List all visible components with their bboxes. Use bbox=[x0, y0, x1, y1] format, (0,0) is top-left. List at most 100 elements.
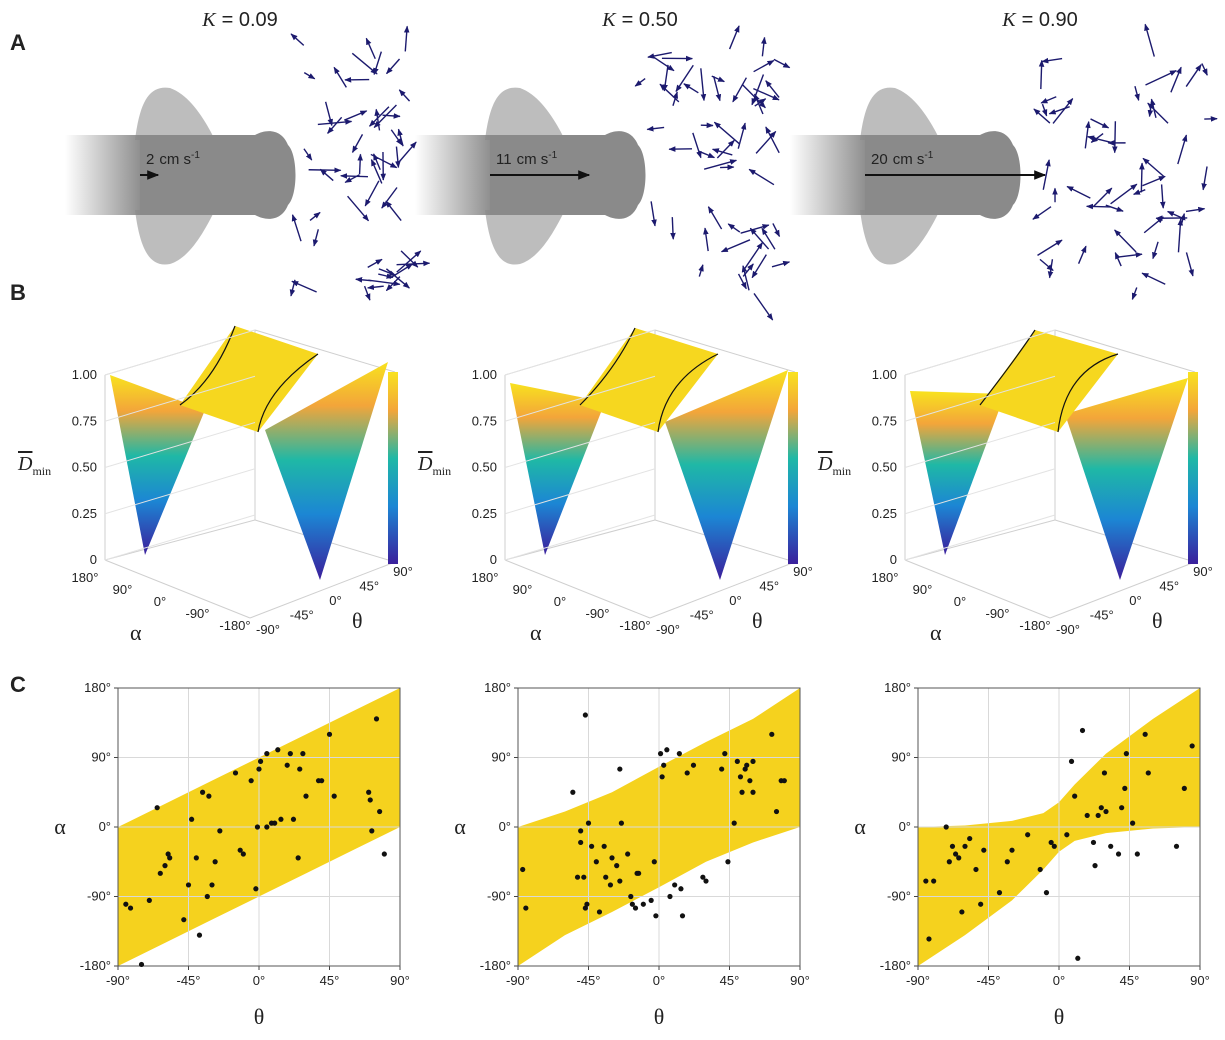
data-point bbox=[258, 759, 263, 764]
z-tick-label: 0 bbox=[890, 552, 897, 567]
x-tick-label: -90° bbox=[106, 973, 130, 988]
data-point bbox=[1096, 813, 1101, 818]
flow-arrow bbox=[1178, 135, 1187, 164]
flow-arrow bbox=[366, 38, 375, 58]
k-symbol: K bbox=[601, 9, 617, 31]
flow-arrow bbox=[352, 134, 362, 152]
flow-arrow bbox=[660, 84, 679, 102]
data-point bbox=[1108, 844, 1113, 849]
data-point bbox=[667, 894, 672, 899]
x-axis-label: α bbox=[930, 620, 942, 645]
data-point bbox=[296, 855, 301, 860]
z-label-main: D bbox=[817, 453, 833, 475]
data-point bbox=[303, 794, 308, 799]
k-value: = 0.50 bbox=[622, 9, 678, 31]
y-tick-label: 180° bbox=[884, 680, 911, 695]
fish bbox=[790, 88, 1021, 265]
theta-tick-label: -90° bbox=[256, 622, 280, 637]
data-point bbox=[1091, 840, 1096, 845]
data-point bbox=[584, 902, 589, 907]
y-axis-label: θ bbox=[752, 608, 763, 633]
data-point bbox=[300, 751, 305, 756]
data-point bbox=[973, 867, 978, 872]
y-tick-label: 0° bbox=[499, 819, 511, 834]
speed-value: 20 bbox=[871, 151, 888, 168]
flow-arrow bbox=[348, 196, 369, 221]
data-point bbox=[285, 763, 290, 768]
flow-arrow bbox=[1115, 253, 1121, 266]
data-point bbox=[233, 770, 238, 775]
flow-arrow bbox=[399, 90, 409, 101]
x-tick-label: -45° bbox=[577, 973, 601, 988]
flow-arrow bbox=[368, 259, 382, 267]
surface-plot: 00.250.500.751.00180°90°0°-90°-180°-90°-… bbox=[817, 330, 1213, 645]
data-point bbox=[291, 817, 296, 822]
z-axis-label: Dmin bbox=[417, 453, 451, 478]
data-point bbox=[1044, 890, 1049, 895]
data-point bbox=[241, 851, 246, 856]
y-tick-label: 0° bbox=[99, 819, 111, 834]
box-edge bbox=[905, 520, 1055, 560]
flow-arrow bbox=[396, 147, 398, 168]
z-grid-line bbox=[505, 515, 655, 560]
y-tick-label: 0° bbox=[899, 819, 911, 834]
flow-arrow bbox=[1049, 107, 1069, 114]
flow-arrow bbox=[722, 240, 750, 252]
data-point bbox=[366, 790, 371, 795]
k-symbol: K bbox=[1001, 9, 1017, 31]
alpha-tick-label: -90° bbox=[986, 606, 1010, 621]
data-point bbox=[1130, 821, 1135, 826]
data-point bbox=[703, 878, 708, 883]
panel-title: K= 0.09 bbox=[201, 9, 278, 31]
flow-arrow bbox=[318, 121, 352, 124]
data-point bbox=[962, 844, 967, 849]
y-tick-label: -90° bbox=[487, 889, 511, 904]
data-point bbox=[200, 790, 205, 795]
flow-arrow bbox=[1142, 176, 1165, 185]
flow-arrow bbox=[1186, 65, 1201, 87]
flow-arrow bbox=[749, 169, 774, 184]
y-tick-label: 90° bbox=[491, 750, 511, 765]
theta-tick-label: -45° bbox=[1090, 608, 1114, 623]
flow-arrow bbox=[390, 264, 413, 278]
flow-arrow bbox=[405, 26, 407, 51]
z-label-sub: min bbox=[832, 464, 851, 478]
data-point bbox=[641, 902, 646, 907]
data-point bbox=[581, 875, 586, 880]
flow-arrow bbox=[1041, 60, 1042, 89]
data-point bbox=[614, 863, 619, 868]
data-point bbox=[1143, 732, 1148, 737]
colorbar bbox=[788, 372, 798, 564]
flow-arrow bbox=[326, 102, 332, 126]
z-label-main: D bbox=[17, 453, 33, 475]
z-tick-label: 0.75 bbox=[472, 413, 497, 428]
flow-arrow bbox=[1202, 64, 1207, 76]
x-tick-label: 0° bbox=[1053, 973, 1065, 988]
flow-arrow bbox=[756, 131, 776, 153]
data-point bbox=[947, 859, 952, 864]
alpha-tick-label: 180° bbox=[472, 570, 499, 585]
flow-arrow bbox=[714, 122, 739, 144]
y-tick-label: 180° bbox=[484, 680, 511, 695]
flow-arrow bbox=[1079, 246, 1086, 264]
data-point bbox=[209, 882, 214, 887]
y-tick-label: 180° bbox=[84, 680, 111, 695]
flow-arrow bbox=[742, 84, 765, 107]
data-point bbox=[1124, 751, 1129, 756]
flow-arrow bbox=[730, 26, 739, 49]
data-point bbox=[608, 882, 613, 887]
alpha-tick-label: 90° bbox=[513, 582, 533, 597]
z-tick-label: 0.25 bbox=[72, 506, 97, 521]
z-tick-label: 1.00 bbox=[472, 367, 497, 382]
x-tick-label: 0° bbox=[253, 973, 265, 988]
data-point bbox=[575, 875, 580, 880]
data-point bbox=[197, 933, 202, 938]
data-point bbox=[327, 732, 332, 737]
flow-arrow bbox=[310, 212, 320, 220]
theta-tick-label: -90° bbox=[1056, 622, 1080, 637]
data-point bbox=[653, 913, 658, 918]
data-point bbox=[649, 898, 654, 903]
data-point bbox=[967, 836, 972, 841]
flow-arrow bbox=[397, 251, 421, 272]
flow-arrow bbox=[1115, 121, 1116, 152]
